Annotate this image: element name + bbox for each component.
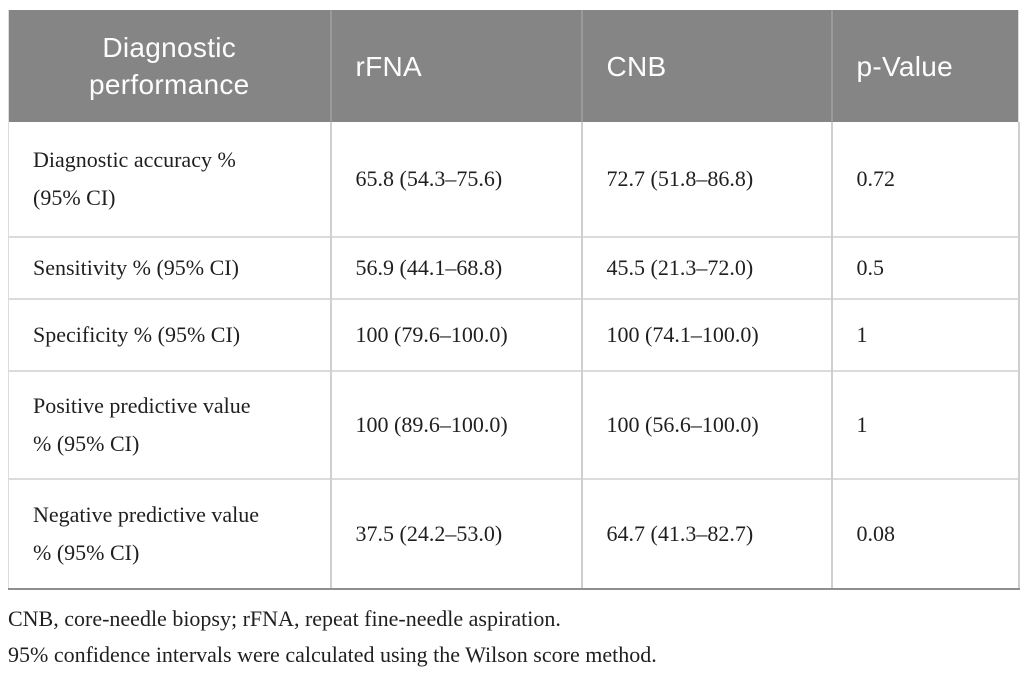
rfna-value-cell: 65.8 (54.3–75.6)	[330, 122, 583, 237]
metric-cell: Diagnostic accuracy % (95% CI)	[8, 122, 332, 237]
header-cell-cnb: CNB	[581, 10, 833, 122]
p-value-cell: 1	[831, 298, 1020, 371]
header-cell-diagnostic-performance: Diagnostic performance	[8, 10, 332, 122]
table-footnotes: CNB, core-needle biopsy; rFNA, repeat fi…	[8, 601, 1018, 673]
metric-cell: Specificity % (95% CI)	[8, 298, 332, 371]
table-header-row: Diagnostic performance rFNA CNB p-Value	[8, 10, 1019, 122]
cnb-value-cell: 45.5 (21.3–72.0)	[581, 236, 833, 299]
table-row: Positive predictive value % (95% CI) 100…	[8, 370, 1020, 479]
table-row: Diagnostic accuracy % (95% CI) 65.8 (54.…	[8, 122, 1020, 237]
table-row: Negative predictive value % (95% CI) 37.…	[8, 478, 1020, 590]
rfna-value-cell: 100 (89.6–100.0)	[330, 370, 583, 479]
footnote-ci-method: 95% confidence intervals were calculated…	[8, 642, 657, 667]
p-value-cell: 0.08	[831, 478, 1020, 590]
p-value-cell: 0.5	[831, 236, 1020, 299]
header-cell-rfna: rFNA	[330, 10, 583, 122]
table-row: Specificity % (95% CI) 100 (79.6–100.0) …	[8, 298, 1020, 371]
cnb-value-cell: 72.7 (51.8–86.8)	[581, 122, 833, 237]
cnb-value-cell: 100 (56.6–100.0)	[581, 370, 833, 479]
rfna-value-cell: 37.5 (24.2–53.0)	[330, 478, 583, 590]
footnote-abbreviations: CNB, core-needle biopsy; rFNA, repeat fi…	[8, 606, 561, 631]
table-row: Sensitivity % (95% CI) 56.9 (44.1–68.8) …	[8, 236, 1020, 299]
cnb-value-cell: 64.7 (41.3–82.7)	[581, 478, 833, 590]
metric-cell: Positive predictive value % (95% CI)	[8, 370, 332, 479]
metric-cell: Sensitivity % (95% CI)	[8, 236, 332, 299]
rfna-value-cell: 100 (79.6–100.0)	[330, 298, 583, 371]
cnb-value-cell: 100 (74.1–100.0)	[581, 298, 833, 371]
rfna-value-cell: 56.9 (44.1–68.8)	[330, 236, 583, 299]
diagnostic-performance-table: Diagnostic performance rFNA CNB p-Value …	[8, 10, 1020, 590]
header-cell-p-value: p-Value	[831, 10, 1019, 122]
p-value-cell: 0.72	[831, 122, 1020, 237]
p-value-cell: 1	[831, 370, 1020, 479]
metric-cell: Negative predictive value % (95% CI)	[8, 478, 332, 590]
